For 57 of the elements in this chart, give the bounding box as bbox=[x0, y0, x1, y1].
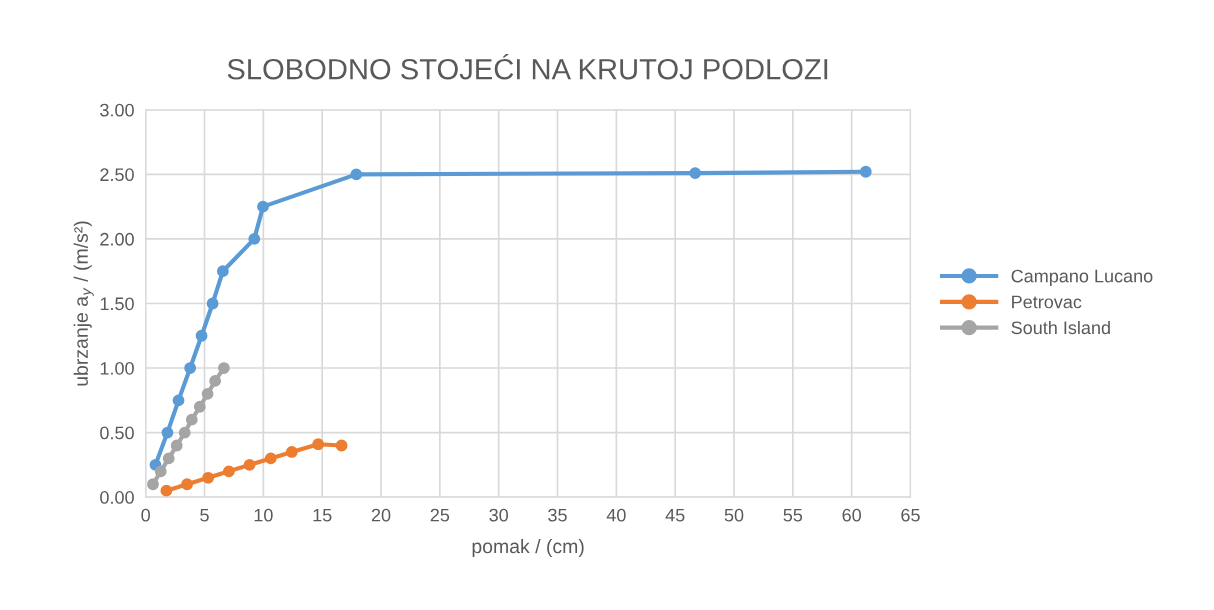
x-tick-label: 30 bbox=[489, 508, 509, 522]
point bbox=[202, 471, 215, 484]
x-tick-label: 35 bbox=[548, 508, 567, 522]
x-tick-label: 55 bbox=[783, 508, 803, 522]
point bbox=[312, 438, 325, 451]
x-tick-label: 25 bbox=[430, 508, 450, 522]
y-tick-label: 0.00 bbox=[100, 491, 134, 504]
legend-label: Campano Lucano bbox=[1011, 269, 1153, 287]
x-tick-label: 10 bbox=[254, 508, 273, 522]
point bbox=[285, 446, 298, 458]
chart-title: SLOBODNO STOJEĆI NA KRUTOJ PODLOZI bbox=[227, 53, 828, 80]
point bbox=[161, 426, 174, 439]
point bbox=[209, 375, 222, 387]
legend-label: South Island bbox=[1011, 320, 1110, 335]
point bbox=[248, 233, 261, 245]
legend-label: Petrovac bbox=[1012, 295, 1082, 309]
x-tick-label: 65 bbox=[901, 508, 920, 522]
point bbox=[160, 484, 173, 497]
y-tick-label: 2.50 bbox=[100, 168, 134, 182]
x-tick-label: 0 bbox=[141, 508, 150, 522]
point bbox=[243, 458, 256, 471]
point bbox=[185, 413, 198, 426]
point bbox=[181, 478, 194, 491]
x-tick-label: 5 bbox=[200, 508, 209, 522]
point bbox=[154, 465, 167, 478]
x-tick-label: 40 bbox=[606, 508, 626, 522]
x-tick-label: 45 bbox=[665, 508, 685, 522]
point bbox=[193, 400, 206, 413]
point bbox=[147, 478, 159, 491]
point bbox=[178, 426, 191, 439]
point bbox=[172, 394, 185, 407]
point bbox=[184, 362, 197, 374]
y-tick-label: 0.50 bbox=[100, 426, 134, 440]
point bbox=[264, 452, 277, 465]
x-tick-label: 15 bbox=[313, 508, 332, 522]
point bbox=[201, 387, 214, 400]
y-tick-label: 3.00 bbox=[100, 103, 134, 117]
point bbox=[218, 362, 230, 374]
point bbox=[170, 439, 183, 452]
x-tick-label: 20 bbox=[371, 508, 391, 522]
point bbox=[335, 439, 348, 452]
y-axis-title: ubrzanje a$_{y}$ / (m/s²) bbox=[73, 221, 94, 386]
y-tick-label: 1.00 bbox=[100, 361, 134, 375]
point bbox=[689, 167, 702, 179]
point bbox=[216, 265, 229, 278]
point bbox=[257, 200, 269, 213]
x-axis-title: pomak / (cm) bbox=[472, 538, 584, 558]
point bbox=[206, 297, 219, 310]
x-tick-label: 50 bbox=[724, 508, 744, 522]
x-tick-label: 60 bbox=[842, 508, 861, 522]
y-tick-label: 2.00 bbox=[100, 232, 134, 246]
point bbox=[222, 465, 235, 478]
point bbox=[350, 168, 363, 181]
y-tick-label: 1.50 bbox=[100, 297, 134, 311]
point bbox=[859, 165, 872, 178]
point bbox=[162, 452, 175, 465]
point bbox=[195, 329, 208, 342]
